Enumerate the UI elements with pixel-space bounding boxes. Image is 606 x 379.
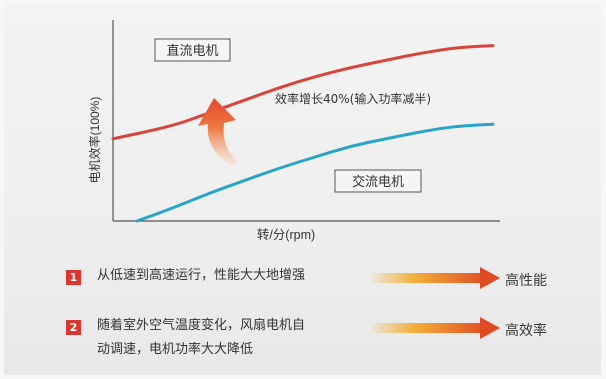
series-line-dc [111, 44, 495, 141]
note-1-arrow [368, 273, 483, 283]
note-2-arrow [368, 323, 483, 333]
y-axis-label: 电机效率(100%) [87, 97, 102, 184]
note-2-arrow-head [480, 317, 500, 339]
note-1-result: 高性能 [505, 273, 547, 289]
note-2-text-line2: 动调速，电机功率大大降低 [97, 342, 254, 357]
note-2-result: 高效率 [505, 323, 547, 339]
x-axis-label: 转/分(rpm) [257, 227, 315, 242]
legend-dc: 直流电机 [154, 38, 231, 62]
note-2-text-line1: 随着室外空气温度变化，风扇电机自 [97, 318, 306, 333]
legend-ac: 交流电机 [334, 169, 422, 193]
note-1-number: 1 [66, 270, 81, 285]
series-line-ac [135, 122, 495, 223]
dc-label: 直流电机 [166, 44, 218, 59]
note-2-number: 2 [66, 320, 81, 335]
ac-label: 交流电机 [352, 174, 404, 190]
up-arrow-icon [198, 98, 238, 166]
note-1-arrow-head [480, 267, 500, 289]
efficiency-annotation: 效率增长40%(输入功率减半) [275, 91, 431, 106]
note-1-text: 从低速到高速运行，性能大大地增强 [97, 268, 306, 283]
infographic-card [4, 4, 601, 375]
